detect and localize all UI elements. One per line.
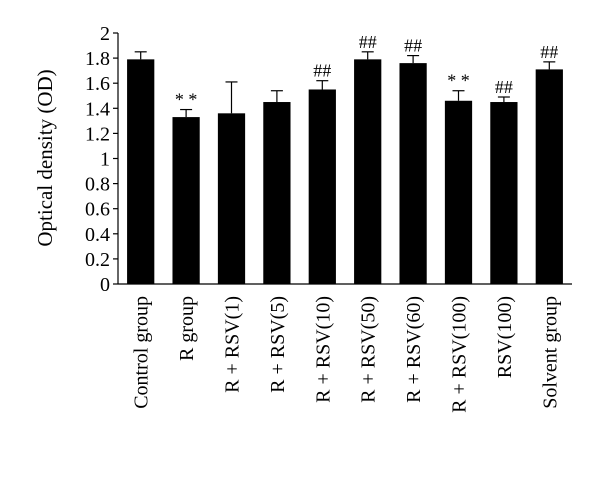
- x-tick-label: R + RSV(10): [312, 296, 334, 403]
- bar: [127, 59, 155, 285]
- bar: [399, 63, 427, 285]
- bar: [308, 89, 336, 284]
- x-tick-label: RSV(100): [494, 296, 516, 378]
- annotation: ##: [540, 42, 558, 62]
- annotation: ##: [359, 32, 377, 52]
- y-tick-label: 1.2: [85, 123, 110, 145]
- x-tick-label: R + RSV(50): [358, 296, 380, 403]
- bar: [172, 117, 200, 285]
- annotation: ##: [495, 77, 513, 97]
- bar: [444, 100, 473, 285]
- y-tick-label: 1.8: [85, 48, 110, 70]
- y-tick-label: 0.2: [85, 249, 110, 271]
- y-tick-label: 1.6: [85, 73, 110, 95]
- y-tick-label: 0.4: [85, 224, 110, 246]
- x-tick-label: R group: [176, 296, 198, 361]
- bar: [354, 59, 382, 285]
- y-tick-label: 1: [100, 149, 110, 171]
- bar: [217, 113, 246, 284]
- y-tick-label: 0: [100, 274, 110, 296]
- bar: [535, 69, 563, 285]
- y-tick-label: 0.8: [85, 174, 110, 196]
- y-tick-label: 1.4: [85, 98, 110, 120]
- bar: [263, 102, 291, 285]
- x-tick-label: R + RSV(60): [403, 296, 425, 403]
- x-tick-label: Solvent group: [539, 296, 561, 409]
- y-tick-label: 0.6: [85, 199, 110, 221]
- annotation: ##: [313, 61, 331, 81]
- annotation: * *: [175, 90, 198, 110]
- x-tick-label: R + RSV(5): [267, 296, 289, 393]
- annotation: ##: [404, 36, 422, 56]
- annotation: * *: [447, 71, 470, 91]
- y-tick-label: 2: [100, 23, 110, 45]
- x-tick-label: R + RSV(1): [222, 296, 244, 393]
- x-tick-label: R + RSV(100): [449, 296, 471, 413]
- y-axis-label: Optical density (OD): [33, 69, 57, 246]
- x-tick-label: Control group: [131, 296, 153, 409]
- bar: [490, 102, 518, 285]
